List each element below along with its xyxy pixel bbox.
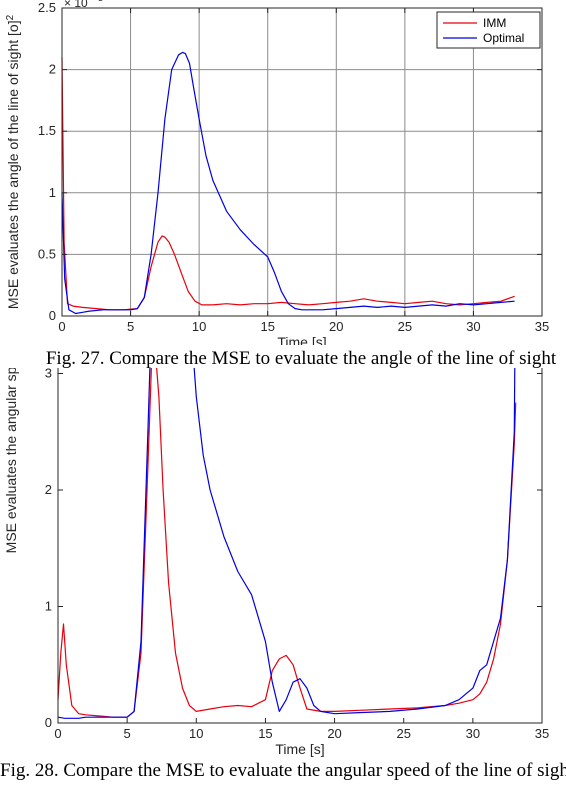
y-tick-label: 1 (49, 185, 56, 200)
x-tick-label: 10 (189, 726, 203, 741)
x-tick-label: 0 (58, 319, 65, 334)
series-line-optimal (57, 368, 516, 719)
y-axis-label-superscript: 2 (5, 14, 16, 20)
plot-area (58, 368, 542, 723)
x-tick-label: 25 (396, 726, 410, 741)
x-tick-label: 0 (54, 726, 61, 741)
x-tick-label: 5 (127, 319, 134, 334)
legend-label-imm: IMM (483, 16, 506, 30)
mse-angle-chart: 0 5 10 15 20 25 30 35 0 0.5 1 1.5 2 2.5 × 10 -3 Time [s]… (5, 0, 550, 345)
x-tick-label: 15 (258, 726, 272, 741)
y-axis-label: MSE evaluates the angle of the line of s… (5, 14, 22, 309)
legend-box (436, 11, 541, 49)
figure-27-caption: Fig. 27. Compare the MSE to evaluate the… (45, 348, 557, 369)
y-tick-label: 1.5 (38, 123, 56, 138)
x-axis-label: Time [s] (277, 334, 326, 345)
y-tick-label: 2.5 (38, 0, 56, 15)
x-tick-label: 35 (535, 319, 549, 334)
x-tick-label: 15 (260, 319, 274, 334)
y-tick-label: 2 (45, 482, 52, 497)
y-axis-label-text: MSE evaluates the angular speed of the l… (3, 368, 19, 553)
figure-27: 0 5 10 15 20 25 30 35 0 0.5 1 1.5 2 2.5 × 10 -3 Time [s]… (0, 0, 566, 345)
y-exponent-label: × 10 (64, 0, 88, 10)
x-tick-label: 30 (466, 319, 480, 334)
x-tick-label: 5 (124, 726, 131, 741)
x-tick-label: 35 (535, 726, 549, 741)
y-tick-label: 0 (45, 715, 52, 730)
figure-28-caption: Fig. 28. Compare the MSE to evaluate the… (0, 760, 566, 781)
y-exponent-superscript: -3 (95, 0, 103, 3)
y-tick-label: 3 (45, 368, 52, 381)
x-tick-label: 20 (329, 319, 343, 334)
x-axis-label: Time [s] (275, 741, 324, 757)
legend-label-optimal: Optimal (483, 31, 524, 45)
x-tick-label: 10 (192, 319, 206, 334)
y-axis-label: MSE evaluates the angular speed of the l… (3, 368, 20, 553)
y-tick-label: 1 (45, 599, 52, 614)
x-tick-label: 20 (327, 726, 341, 741)
plot-area (62, 8, 542, 316)
y-axis-label-text: MSE evaluates the angle of the line of s… (5, 20, 21, 309)
x-tick-label: 25 (398, 319, 412, 334)
y-tick-label: 0.5 (38, 246, 56, 261)
y-tick-label: 2 (49, 62, 56, 77)
axes-box (61, 7, 543, 317)
y-tick-label: 0 (49, 308, 56, 323)
x-tick-label: 30 (466, 726, 480, 741)
series-line-optimal (61, 51, 515, 315)
